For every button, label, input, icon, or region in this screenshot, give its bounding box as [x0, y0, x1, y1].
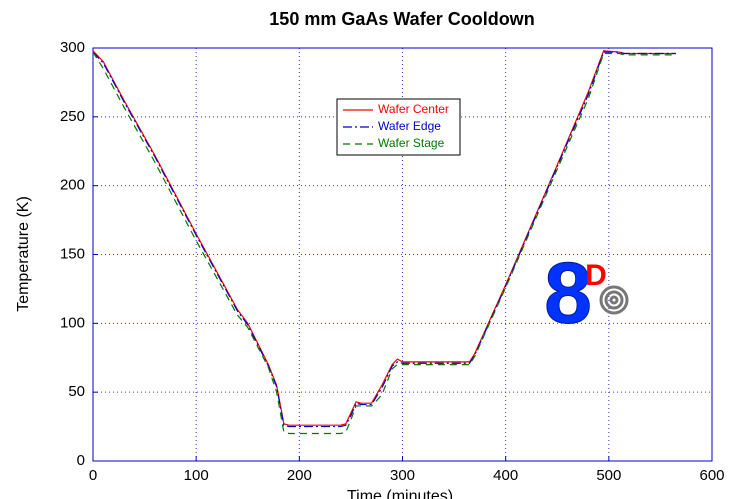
y-axis-label: Temperature (K): [15, 196, 32, 312]
y-tick-label: 250: [60, 108, 85, 125]
legend-label: Wafer Center: [378, 102, 449, 116]
logo-rings: [599, 285, 629, 315]
y-tick-label: 50: [68, 383, 85, 400]
x-tick-label: 0: [89, 467, 97, 484]
x-axis-label: Time (minutes): [347, 488, 453, 499]
x-tick-label: 400: [493, 467, 518, 484]
plot-frame: [92, 47, 713, 462]
logo-letter: D: [585, 259, 607, 292]
x-tick-label: 200: [287, 467, 312, 484]
series-line: [92, 51, 676, 435]
y-tick-label: 150: [60, 245, 85, 262]
y-tick-label: 200: [60, 177, 85, 194]
series-line: [92, 51, 676, 428]
y-tick-label: 300: [60, 39, 85, 56]
legend-box: [336, 98, 461, 156]
x-tick-label: 300: [390, 467, 415, 484]
y-tick-label: 100: [60, 314, 85, 331]
chart-title: 150 mm GaAs Wafer Cooldown: [269, 9, 534, 29]
x-tick-label: 500: [596, 467, 621, 484]
legend: Wafer Center Wafer Edge Wafer Stage: [336, 98, 461, 156]
x-tick-label: 600: [699, 467, 724, 484]
logo: 8 D: [544, 245, 629, 342]
legend-label: Wafer Edge: [378, 119, 441, 133]
x-tick-label: 100: [184, 467, 209, 484]
legend-label: Wafer Stage: [378, 136, 445, 150]
y-tick-label: 0: [77, 452, 85, 469]
logo-digit: 8: [544, 246, 592, 342]
